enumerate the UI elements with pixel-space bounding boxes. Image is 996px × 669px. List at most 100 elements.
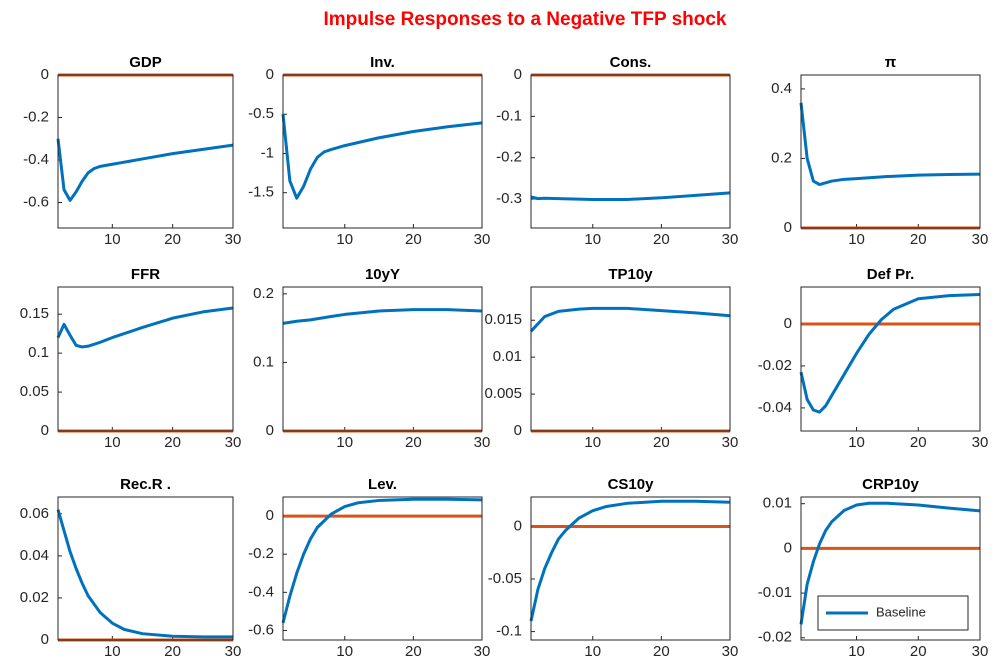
axes-frame [800, 286, 981, 432]
series-line [56, 509, 233, 639]
y-tick-label: -0.02 [758, 357, 792, 374]
x-tick-label: 20 [164, 231, 181, 248]
subplot-title: 10yY [365, 266, 400, 283]
subplot-title: π [885, 54, 897, 71]
x-tick-label: 20 [164, 434, 181, 451]
x-tick-label: 30 [972, 434, 989, 451]
y-tick-label: -0.6 [248, 621, 274, 638]
x-tick-label: 10 [104, 231, 121, 248]
y-tick-label: -0.4 [23, 151, 49, 168]
y-tick-label: 0.02 [20, 589, 49, 606]
x-tick-label: 30 [972, 643, 989, 660]
y-tick-label: 0.4 [771, 80, 792, 97]
y-tick-label: 0 [784, 315, 792, 332]
x-tick-label: 30 [225, 231, 242, 248]
y-tick-label: -0.3 [496, 190, 522, 207]
y-tick-label: 0 [266, 422, 274, 439]
y-tick-label: 0.01 [763, 495, 792, 512]
y-tick-label: 0.05 [20, 383, 49, 400]
y-tick-label: -1.5 [248, 184, 274, 201]
axes-frame [530, 286, 731, 432]
x-tick-label: 10 [336, 643, 353, 660]
y-tick-label: -1 [261, 144, 274, 161]
x-tick-label: 10 [104, 643, 121, 660]
series-line [529, 499, 731, 622]
series-line [529, 306, 731, 333]
series-line [799, 293, 981, 414]
x-tick-label: 20 [653, 643, 670, 660]
axes-box [531, 75, 730, 228]
axes-box [58, 75, 233, 228]
x-tick-label: 20 [653, 434, 670, 451]
x-tick-label: 30 [225, 643, 242, 660]
axes-frame [282, 496, 483, 641]
y-tick-label: 0.2 [253, 285, 274, 302]
x-tick-label: 10 [848, 231, 865, 248]
x-tick-label: 10 [584, 231, 601, 248]
x-tick-label: 30 [225, 434, 242, 451]
y-tick-label: -0.1 [496, 107, 522, 124]
y-tick-label: 0 [514, 66, 522, 83]
subplot-title: GDP [129, 54, 162, 71]
axes-frame [57, 286, 234, 432]
legend-label: Baseline [876, 604, 926, 619]
axes-frame [282, 286, 483, 432]
axes-box [801, 75, 980, 228]
axes-frame [800, 496, 981, 641]
y-tick-label: 0.1 [28, 344, 49, 361]
series-line [56, 306, 234, 349]
x-tick-label: 10 [848, 643, 865, 660]
series-line [281, 114, 483, 200]
y-tick-label: 0 [41, 66, 49, 83]
y-tick-label: -0.6 [23, 193, 49, 210]
series-line [56, 138, 234, 202]
subplot-title: TP10y [608, 266, 653, 283]
x-tick-label: 30 [474, 231, 491, 248]
y-tick-label: 0 [514, 422, 522, 439]
x-tick-label: 30 [722, 434, 739, 451]
series-line [799, 102, 981, 187]
y-tick-label: 0.1 [253, 353, 274, 370]
y-tick-label: -0.1 [496, 623, 522, 640]
x-tick-label: 20 [910, 434, 927, 451]
x-tick-label: 30 [722, 231, 739, 248]
series-line [282, 308, 483, 325]
figure-title: Impulse Responses to a Negative TFP shoc… [324, 9, 727, 30]
y-tick-label: 0 [266, 66, 274, 83]
y-tick-label: -0.5 [248, 105, 274, 122]
subplot-title: Cons. [610, 54, 652, 71]
subplot-title: Inv. [370, 54, 395, 71]
x-tick-label: 20 [405, 434, 422, 451]
x-tick-label: 10 [584, 434, 601, 451]
x-tick-label: 20 [405, 231, 422, 248]
y-tick-label: -0.2 [248, 545, 274, 562]
x-tick-label: 30 [474, 434, 491, 451]
y-tick-label: -0.04 [758, 399, 792, 416]
axes-frame [530, 74, 731, 229]
y-tick-label: -0.05 [488, 570, 522, 587]
y-tick-label: -0.01 [758, 584, 792, 601]
y-tick-label: -0.2 [23, 108, 49, 125]
y-tick-label: 0.15 [20, 305, 49, 322]
y-tick-label: 0 [266, 507, 274, 524]
axes-box [531, 497, 730, 640]
subplot-title: Lev. [368, 476, 397, 493]
subplot-title: FFR [131, 266, 160, 283]
x-tick-label: 20 [653, 231, 670, 248]
y-tick-label: 0.04 [20, 547, 49, 564]
y-tick-label: 0 [784, 219, 792, 236]
axes-frame [282, 74, 483, 229]
x-tick-label: 10 [336, 231, 353, 248]
series-line [281, 497, 483, 624]
y-tick-label: 0.015 [484, 311, 522, 328]
x-tick-label: 30 [722, 643, 739, 660]
x-tick-label: 20 [164, 643, 181, 660]
y-tick-label: 0.01 [493, 348, 522, 365]
y-tick-label: 0.005 [484, 385, 522, 402]
axes-box [283, 75, 482, 228]
series-line [530, 191, 731, 201]
x-tick-label: 30 [474, 643, 491, 660]
x-tick-label: 20 [405, 643, 422, 660]
